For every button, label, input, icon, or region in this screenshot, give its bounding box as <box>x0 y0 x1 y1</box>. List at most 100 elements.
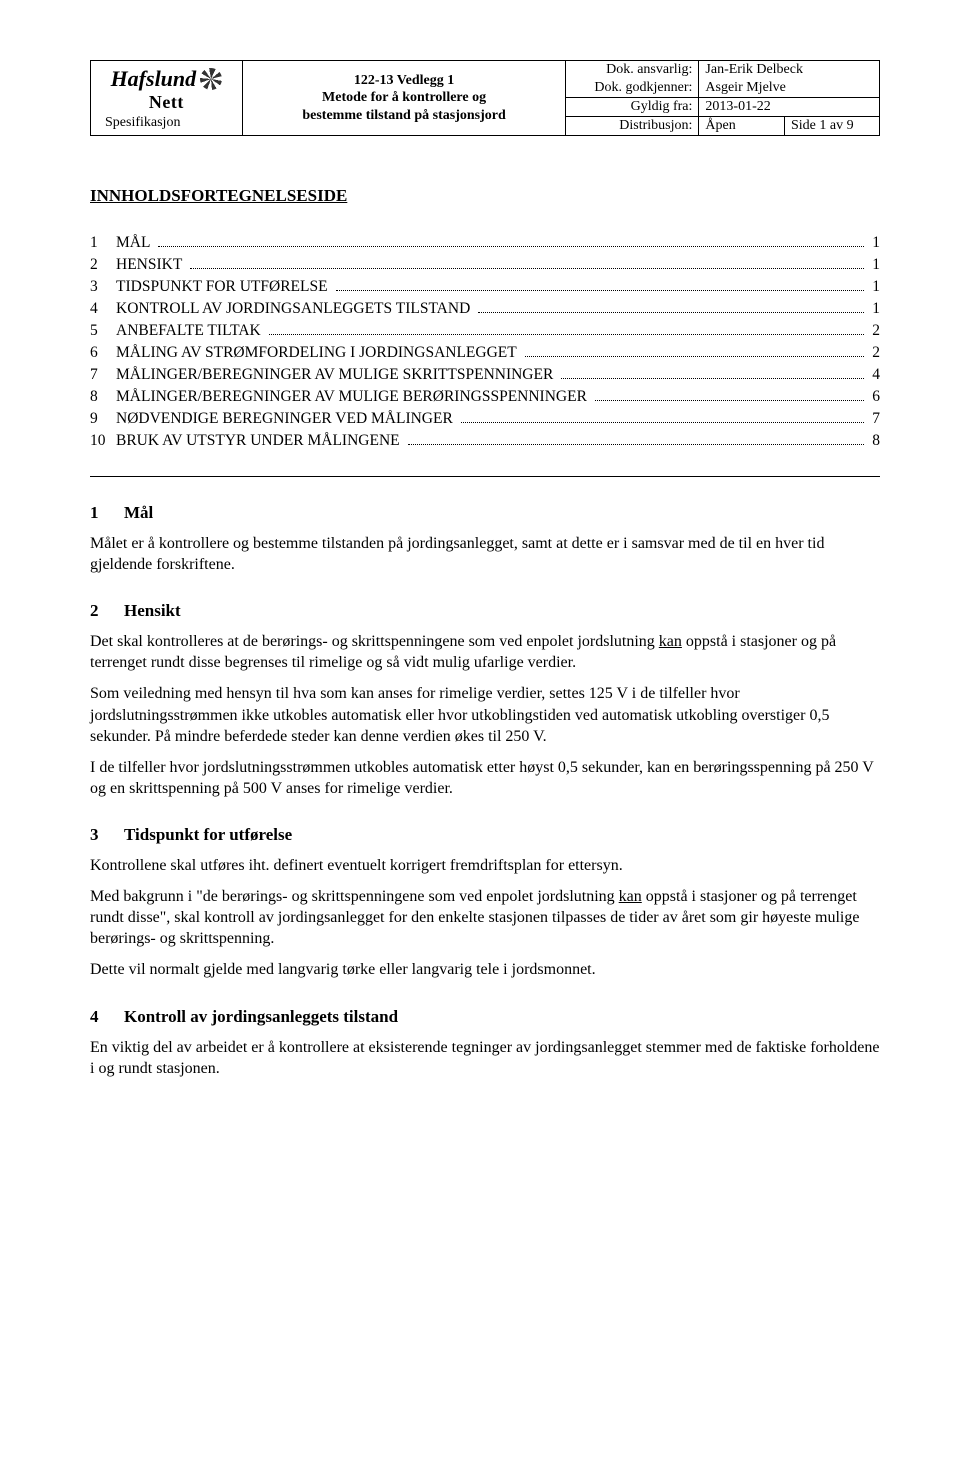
toc-num: 2 <box>90 256 116 274</box>
toc-label: MÅLINGER/BEREGNINGER AV MULIGE BERØRINGS… <box>116 388 591 406</box>
meta-valid-label: Gyldig fra: <box>566 98 699 117</box>
meta-resp-value: Jan-Erik Delbeck <box>699 61 879 79</box>
toc-page: 8 <box>868 432 880 450</box>
section-heading-4: 4Kontroll av jordingsanleggets tilstand <box>90 1007 880 1027</box>
toc-row: 2 HENSIKT 1 <box>90 256 880 274</box>
section-num: 2 <box>90 601 124 621</box>
section3-p3: Dette vil normalt gjelde med langvarig t… <box>90 959 880 980</box>
toc-row: 8 MÅLINGER/BEREGNINGER AV MULIGE BERØRIN… <box>90 388 880 406</box>
swirl-icon <box>200 68 222 90</box>
meta-approver-label: Dok. godkjenner: <box>566 79 699 98</box>
toc-num: 1 <box>90 234 116 252</box>
toc-row: 10 BRUK AV UTSTYR UNDER MÅLINGENE 8 <box>90 432 880 450</box>
section2-p2: Som veiledning med hensyn til hva som ka… <box>90 683 880 746</box>
section-title: Kontroll av jordingsanleggets tilstand <box>124 1007 398 1026</box>
toc-num: 4 <box>90 300 116 318</box>
section-heading-1: 1Mål <box>90 503 880 523</box>
toc-page: 7 <box>868 410 880 428</box>
toc-label: KONTROLL AV JORDINGSANLEGGETS TILSTAND <box>116 300 474 318</box>
toc-page: 1 <box>868 300 880 318</box>
toc-leader <box>336 281 865 291</box>
meta-cell: Dok. ansvarlig: Jan-Erik Delbeck Dok. go… <box>566 61 880 136</box>
toc-label: MÅLINGER/BEREGNINGER AV MULIGE SKRITTSPE… <box>116 366 557 384</box>
toc-page: 2 <box>868 322 880 340</box>
section-num: 3 <box>90 825 124 845</box>
doc-title-line1: 122-13 Vedlegg 1 <box>249 72 560 90</box>
section-heading-3: 3Tidspunkt for utførelse <box>90 825 880 845</box>
section3-p1: Kontrollene skal utføres iht. definert e… <box>90 855 880 876</box>
doc-title-line3: bestemme tilstand på stasjonsjord <box>249 107 560 125</box>
text-run: Med bakgrunn i "de berørings- og skritts… <box>90 888 619 905</box>
meta-approver-value: Asgeir Mjelve <box>699 79 879 98</box>
section-title: Hensikt <box>124 601 181 620</box>
toc-leader <box>561 369 864 379</box>
toc-num: 9 <box>90 410 116 428</box>
section2-p1: Det skal kontrolleres at de berørings- o… <box>90 631 880 673</box>
toc-leader <box>158 237 864 247</box>
toc-leader <box>478 303 864 313</box>
toc-leader <box>190 259 864 269</box>
meta-page-label: Side 1 av 9 <box>785 117 880 136</box>
section2-p3: I de tilfeller hvor jordslutningsstrømme… <box>90 757 880 799</box>
toc-leader <box>408 435 865 445</box>
document-page: Hafslund Nett Spesifikasjon 122-13 Vedle… <box>0 0 960 1149</box>
toc-title: INNHOLDSFORTEGNELSESIDE <box>90 186 880 206</box>
text-run: Det skal kontrolleres at de berørings- o… <box>90 633 659 650</box>
section3-p2: Med bakgrunn i "de berørings- og skritts… <box>90 886 880 949</box>
section-num: 4 <box>90 1007 124 1027</box>
toc-page: 1 <box>868 278 880 296</box>
toc-list: 1 MÅL 1 2 HENSIKT 1 3 TIDSPUNKT FOR UTFØ… <box>90 234 880 450</box>
section4-p1: En viktig del av arbeidet er å kontrolle… <box>90 1037 880 1079</box>
section-num: 1 <box>90 503 124 523</box>
toc-row: 1 MÅL 1 <box>90 234 880 252</box>
section1-p1: Målet er å kontrollere og bestemme tilst… <box>90 533 880 575</box>
toc-leader <box>269 325 865 335</box>
toc-num: 3 <box>90 278 116 296</box>
toc-page: 1 <box>868 234 880 252</box>
brand-sub: Nett <box>149 92 184 113</box>
section-title: Mål <box>124 503 153 522</box>
section-heading-2: 2Hensikt <box>90 601 880 621</box>
doc-type-label: Spesifikasjon <box>97 115 180 131</box>
toc-num: 5 <box>90 322 116 340</box>
toc-row: 5 ANBEFALTE TILTAK 2 <box>90 322 880 340</box>
brand-name: Hafslund <box>111 66 197 92</box>
meta-inner-table: Dok. ansvarlig: Jan-Erik Delbeck Dok. go… <box>566 61 879 135</box>
brand-logo: Hafslund <box>111 66 223 92</box>
meta-dist-label: Distribusjon: <box>566 117 699 136</box>
header-table: Hafslund Nett Spesifikasjon 122-13 Vedle… <box>90 60 880 136</box>
text-underline: kan <box>659 633 682 650</box>
toc-label: MÅL <box>116 234 154 252</box>
toc-label: ANBEFALTE TILTAK <box>116 322 265 340</box>
toc-row: 6 MÅLING AV STRØMFORDELING I JORDINGSANL… <box>90 344 880 362</box>
toc-num: 6 <box>90 344 116 362</box>
toc-row: 9 NØDVENDIGE BEREGNINGER VED MÅLINGER 7 <box>90 410 880 428</box>
divider <box>90 476 880 477</box>
text-underline: kan <box>619 888 642 905</box>
toc-page: 2 <box>868 344 880 362</box>
toc-num: 10 <box>90 432 116 450</box>
toc-label: MÅLING AV STRØMFORDELING I JORDINGSANLEG… <box>116 344 521 362</box>
section-title: Tidspunkt for utførelse <box>124 825 292 844</box>
toc-leader <box>595 391 864 401</box>
toc-leader <box>525 347 865 357</box>
toc-label: TIDSPUNKT FOR UTFØRELSE <box>116 278 332 296</box>
doc-title-cell: 122-13 Vedlegg 1 Metode for å kontroller… <box>242 61 566 136</box>
toc-num: 8 <box>90 388 116 406</box>
toc-row: 7 MÅLINGER/BEREGNINGER AV MULIGE SKRITTS… <box>90 366 880 384</box>
toc-row: 3 TIDSPUNKT FOR UTFØRELSE 1 <box>90 278 880 296</box>
toc-label: HENSIKT <box>116 256 186 274</box>
toc-num: 7 <box>90 366 116 384</box>
toc-label: NØDVENDIGE BEREGNINGER VED MÅLINGER <box>116 410 457 428</box>
toc-page: 6 <box>868 388 880 406</box>
toc-row: 4 KONTROLL AV JORDINGSANLEGGETS TILSTAND… <box>90 300 880 318</box>
toc-leader <box>461 413 864 423</box>
meta-resp-label: Dok. ansvarlig: <box>566 61 699 79</box>
logo-cell: Hafslund Nett Spesifikasjon <box>91 61 243 136</box>
toc-page: 1 <box>868 256 880 274</box>
meta-dist-value: Åpen <box>699 117 785 136</box>
meta-valid-value: 2013-01-22 <box>699 98 879 117</box>
toc-page: 4 <box>868 366 880 384</box>
doc-title-line2: Metode for å kontrollere og <box>249 89 560 107</box>
toc-label: BRUK AV UTSTYR UNDER MÅLINGENE <box>116 432 404 450</box>
